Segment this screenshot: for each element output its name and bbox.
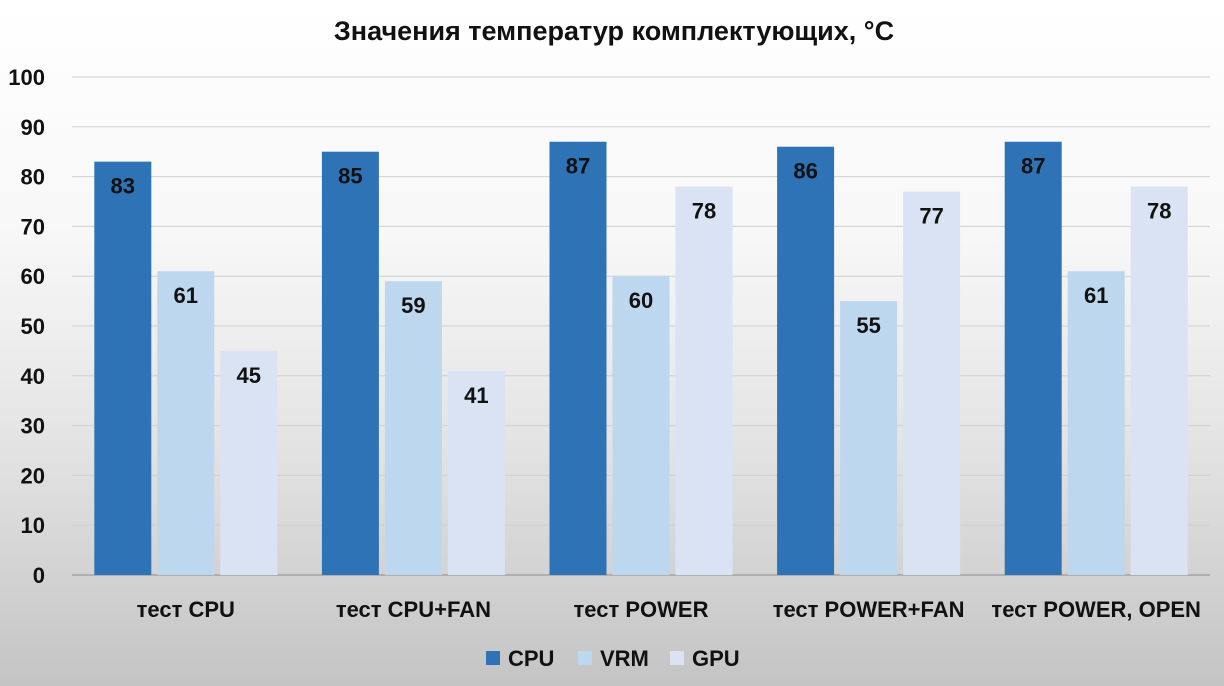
data-label-cpu: 87 — [1021, 154, 1045, 179]
value-labels: 83 61 45 85 59 41 87 60 78 86 55 77 87 61 78 — [111, 154, 1172, 408]
data-label-cpu: 87 — [566, 154, 590, 179]
data-label-vrm: 60 — [629, 288, 653, 313]
data-label-vrm: 61 — [174, 283, 198, 308]
x-category-label: тест POWER+FAN — [773, 597, 965, 622]
legend-swatch — [578, 651, 592, 665]
legend-label: CPU — [508, 646, 554, 671]
y-tick-label: 80 — [21, 165, 45, 190]
y-tick-label: 60 — [21, 264, 45, 289]
bar-vrm-тест-cpu — [157, 271, 215, 575]
y-tick-label: 0 — [33, 563, 45, 588]
bar-cpu-тест-power — [549, 141, 607, 576]
bar-gpu-тест-power-open — [1130, 186, 1188, 575]
data-label-gpu: 78 — [692, 199, 716, 224]
legend-label: VRM — [600, 646, 649, 671]
x-category-label: тест POWER — [574, 597, 709, 622]
y-tick-label: 70 — [21, 214, 45, 239]
legend[interactable]: CPU VRM GPU — [486, 646, 740, 671]
data-label-cpu: 85 — [338, 164, 362, 189]
bar-gpu-тест-cpu — [220, 350, 278, 575]
bars — [94, 141, 1188, 576]
y-tick-label: 90 — [21, 115, 45, 140]
data-label-vrm: 59 — [401, 293, 425, 318]
legend-item-vrm[interactable]: VRM — [578, 646, 649, 671]
data-label-gpu: 78 — [1147, 199, 1171, 224]
y-tick-label: 100 — [8, 65, 45, 90]
data-label-cpu: 86 — [793, 159, 817, 184]
bar-gpu-тест-power — [675, 186, 733, 575]
data-label-gpu: 77 — [919, 204, 943, 229]
y-tick-label: 20 — [21, 463, 45, 488]
bar-vrm-тест-cpu-fan — [384, 281, 442, 575]
legend-swatch — [670, 651, 684, 665]
data-label-cpu: 83 — [111, 174, 135, 199]
legend-label: GPU — [692, 646, 740, 671]
bar-vrm-тест-power-open — [1067, 271, 1125, 575]
chart-title: Значения температур комплектующих, °C — [334, 16, 894, 46]
bar-cpu-тест-power-open — [1004, 141, 1062, 576]
bar-vrm-тест-power — [612, 276, 670, 575]
bar-cpu-тест-cpu-fan — [321, 151, 379, 575]
y-tick-label: 40 — [21, 364, 45, 389]
legend-item-gpu[interactable]: GPU — [670, 646, 740, 671]
y-axis-ticks: 0 10 20 30 40 50 60 70 80 90 100 — [8, 65, 45, 588]
x-category-label: тест POWER, OPEN — [991, 597, 1201, 622]
data-label-vrm: 55 — [856, 313, 880, 338]
legend-swatch — [486, 651, 500, 665]
data-label-vrm: 61 — [1084, 283, 1108, 308]
bar-cpu-тест-power-fan — [777, 146, 835, 575]
data-label-gpu: 41 — [464, 383, 488, 408]
y-tick-label: 10 — [21, 513, 45, 538]
data-label-gpu: 45 — [237, 363, 261, 388]
y-tick-label: 50 — [21, 314, 45, 339]
bar-gpu-тест-cpu-fan — [447, 370, 505, 575]
y-tick-label: 30 — [21, 414, 45, 439]
bar-cpu-тест-cpu — [94, 161, 152, 575]
x-axis-categories: тест CPU тест CPU+FAN тест POWER тест POWER… — [137, 597, 1201, 622]
x-category-label: тест CPU — [137, 597, 235, 622]
legend-item-cpu[interactable]: CPU — [486, 646, 554, 671]
bar-vrm-тест-power-fan — [840, 301, 898, 575]
bar-gpu-тест-power-fan — [903, 191, 961, 576]
x-category-label: тест CPU+FAN — [336, 597, 491, 622]
